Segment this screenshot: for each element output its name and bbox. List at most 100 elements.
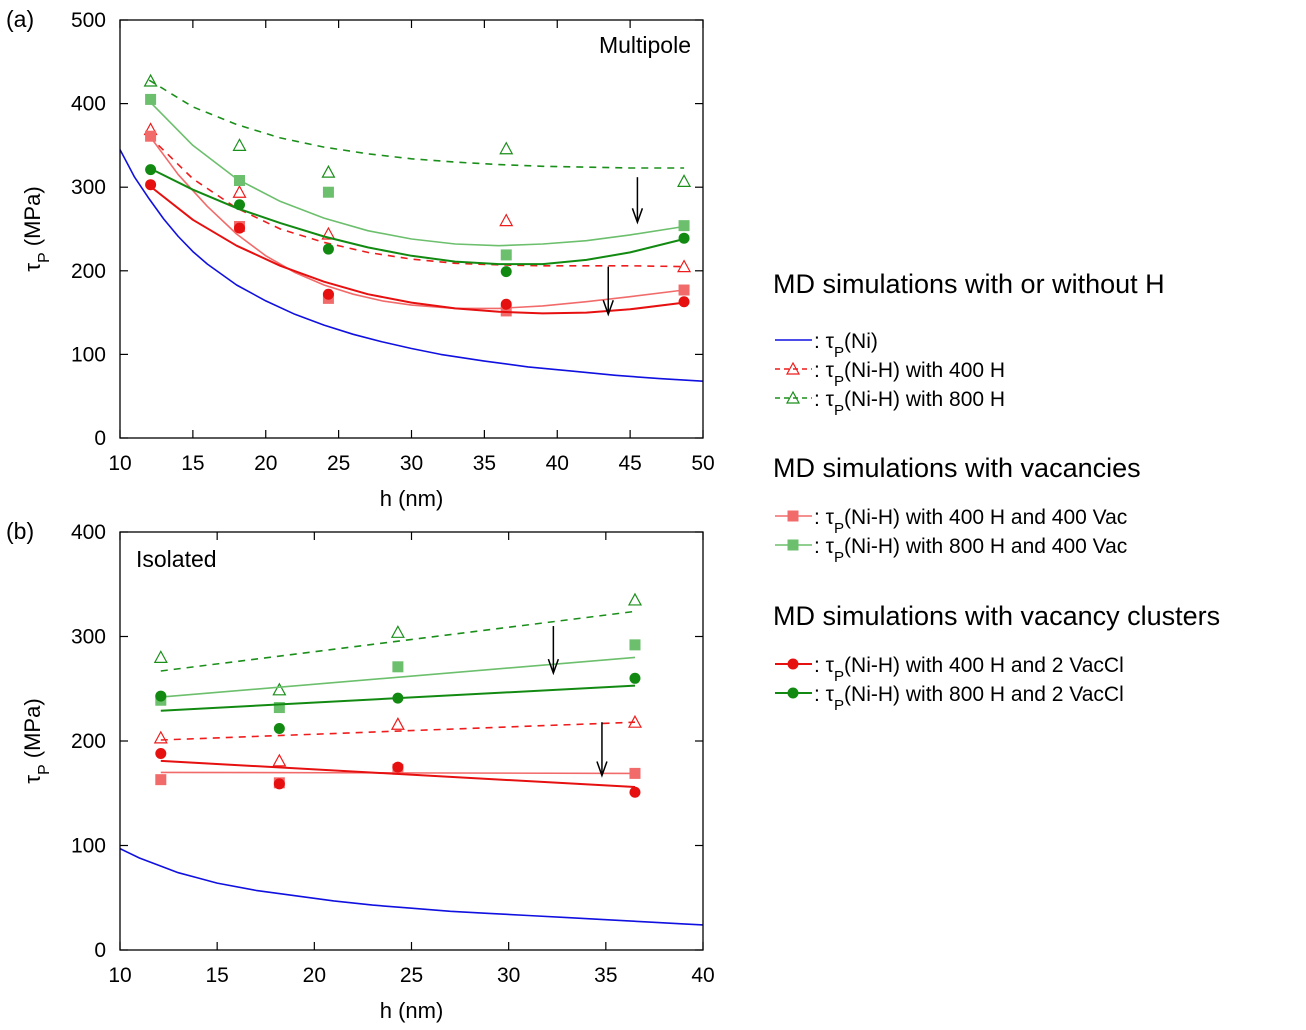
cl400-point <box>322 288 334 300</box>
cl800-point <box>155 690 167 702</box>
h400-point <box>321 226 336 240</box>
x-tick-label: 35 <box>473 452 496 475</box>
arrow-head <box>596 761 608 778</box>
cl800-point <box>273 722 285 734</box>
legend-section-title: MD simulations with vacancy clusters <box>773 601 1220 631</box>
panel-label: (b) <box>6 518 34 544</box>
legend-marker-vac400 <box>787 510 799 522</box>
legend-label-h400: : τP(Ni-H) with 400 H <box>814 359 1005 390</box>
legend-marker-cl400 <box>787 658 799 670</box>
y-tick-label: 200 <box>71 730 106 753</box>
h800-point <box>627 592 642 606</box>
vac800-point <box>273 702 285 714</box>
panel-label: (a) <box>6 6 34 32</box>
legend-label-cl400: : τP(Ni-H) with 400 H and 2 VacCl <box>814 654 1124 685</box>
vac800-point <box>322 186 334 198</box>
h800-point <box>232 138 247 151</box>
vac800-point <box>629 639 641 651</box>
cl800-fit-line <box>148 167 685 266</box>
cl400-point <box>273 778 285 790</box>
legend: MD simulations with or without H : τP(Ni)… <box>773 269 1220 714</box>
legend-section-title: MD simulations with or without H <box>773 269 1165 299</box>
plot-frame <box>119 531 704 951</box>
x-axis-label: h (nm) <box>380 486 444 511</box>
h400-point <box>390 717 405 730</box>
h400-point <box>499 213 514 227</box>
vac800-point <box>392 661 404 673</box>
vac800-point <box>678 220 690 232</box>
cl400-point <box>629 786 641 798</box>
h400-fit-line <box>160 721 636 741</box>
h400-point <box>232 184 247 198</box>
x-tick-label: 50 <box>691 452 714 475</box>
cl400-point <box>678 296 690 308</box>
cl800-point <box>678 232 690 244</box>
y-tick-label: 0 <box>94 427 106 450</box>
legend-section-title: MD simulations with vacancies <box>773 453 1141 483</box>
legend-label-ni: : τP(Ni) <box>814 330 878 361</box>
x-tick-label: 10 <box>108 964 131 987</box>
y-tick-label: 100 <box>71 343 106 366</box>
y-axis-label: τP (MPa) <box>20 186 53 271</box>
arrow-head <box>547 658 560 676</box>
ni-fit-line <box>119 847 704 926</box>
cl800-point <box>500 266 512 278</box>
cl400-point <box>145 179 157 191</box>
h800-point <box>272 682 287 696</box>
y-tick-label: 300 <box>71 626 106 649</box>
legend-label-cl800: : τP(Ni-H) with 800 H and 2 VacCl <box>814 683 1124 714</box>
legend-marker-cl800 <box>787 687 799 699</box>
ni-fit-line <box>119 149 704 382</box>
y-tick-label: 400 <box>71 521 106 544</box>
x-tick-label: 10 <box>108 452 131 475</box>
x-tick-label: 40 <box>546 452 569 475</box>
y-tick-label: 0 <box>94 939 106 962</box>
cl400-fit-line <box>148 184 685 315</box>
cl400-point <box>234 222 246 234</box>
y-tick-label: 100 <box>71 835 106 858</box>
legend-label-vac400: : τP(Ni-H) with 400 H and 400 Vac <box>814 506 1127 537</box>
x-tick-label: 45 <box>618 452 641 475</box>
cl400-point <box>155 748 167 760</box>
h800-point <box>143 73 158 87</box>
corner-label: Isolated <box>136 546 217 572</box>
vac400-point <box>155 774 167 786</box>
x-tick-label: 15 <box>181 452 204 475</box>
legend-label-vac800: : τP(Ni-H) with 800 H and 400 Vac <box>814 535 1127 566</box>
vac400-fit-line <box>160 771 636 775</box>
cl800-point <box>322 243 334 255</box>
x-tick-label: 20 <box>303 964 326 987</box>
arrow-head <box>602 300 614 317</box>
cl400-fit-line <box>160 759 636 788</box>
x-tick-label: 15 <box>205 964 228 987</box>
h800-point <box>390 625 405 638</box>
y-tick-label: 500 <box>71 9 106 32</box>
h800-point <box>499 141 514 155</box>
x-tick-label: 30 <box>400 452 423 475</box>
plot-frame <box>119 19 704 439</box>
h800-fit-line <box>160 610 636 672</box>
cl400-point <box>392 761 404 773</box>
x-tick-label: 35 <box>594 964 617 987</box>
legend-label-h800: : τP(Ni-H) with 800 H <box>814 388 1005 419</box>
cl800-fit-line <box>160 684 636 712</box>
h800-point <box>677 174 692 187</box>
arrow-head <box>631 208 644 225</box>
h800-point <box>321 164 336 178</box>
x-tick-label: 25 <box>327 452 350 475</box>
legend-marker-vac800 <box>787 539 799 551</box>
h400-point <box>677 259 692 273</box>
h400-fit-line <box>148 135 685 268</box>
x-tick-label: 30 <box>497 964 520 987</box>
x-tick-label: 20 <box>254 452 277 475</box>
vac400-fit-line <box>148 134 685 310</box>
y-tick-label: 300 <box>71 176 106 199</box>
h800-point <box>153 650 168 664</box>
cl800-point <box>629 672 641 684</box>
y-tick-label: 400 <box>71 93 106 116</box>
h400-point <box>272 753 287 767</box>
legend-marker-h800 <box>785 390 801 404</box>
